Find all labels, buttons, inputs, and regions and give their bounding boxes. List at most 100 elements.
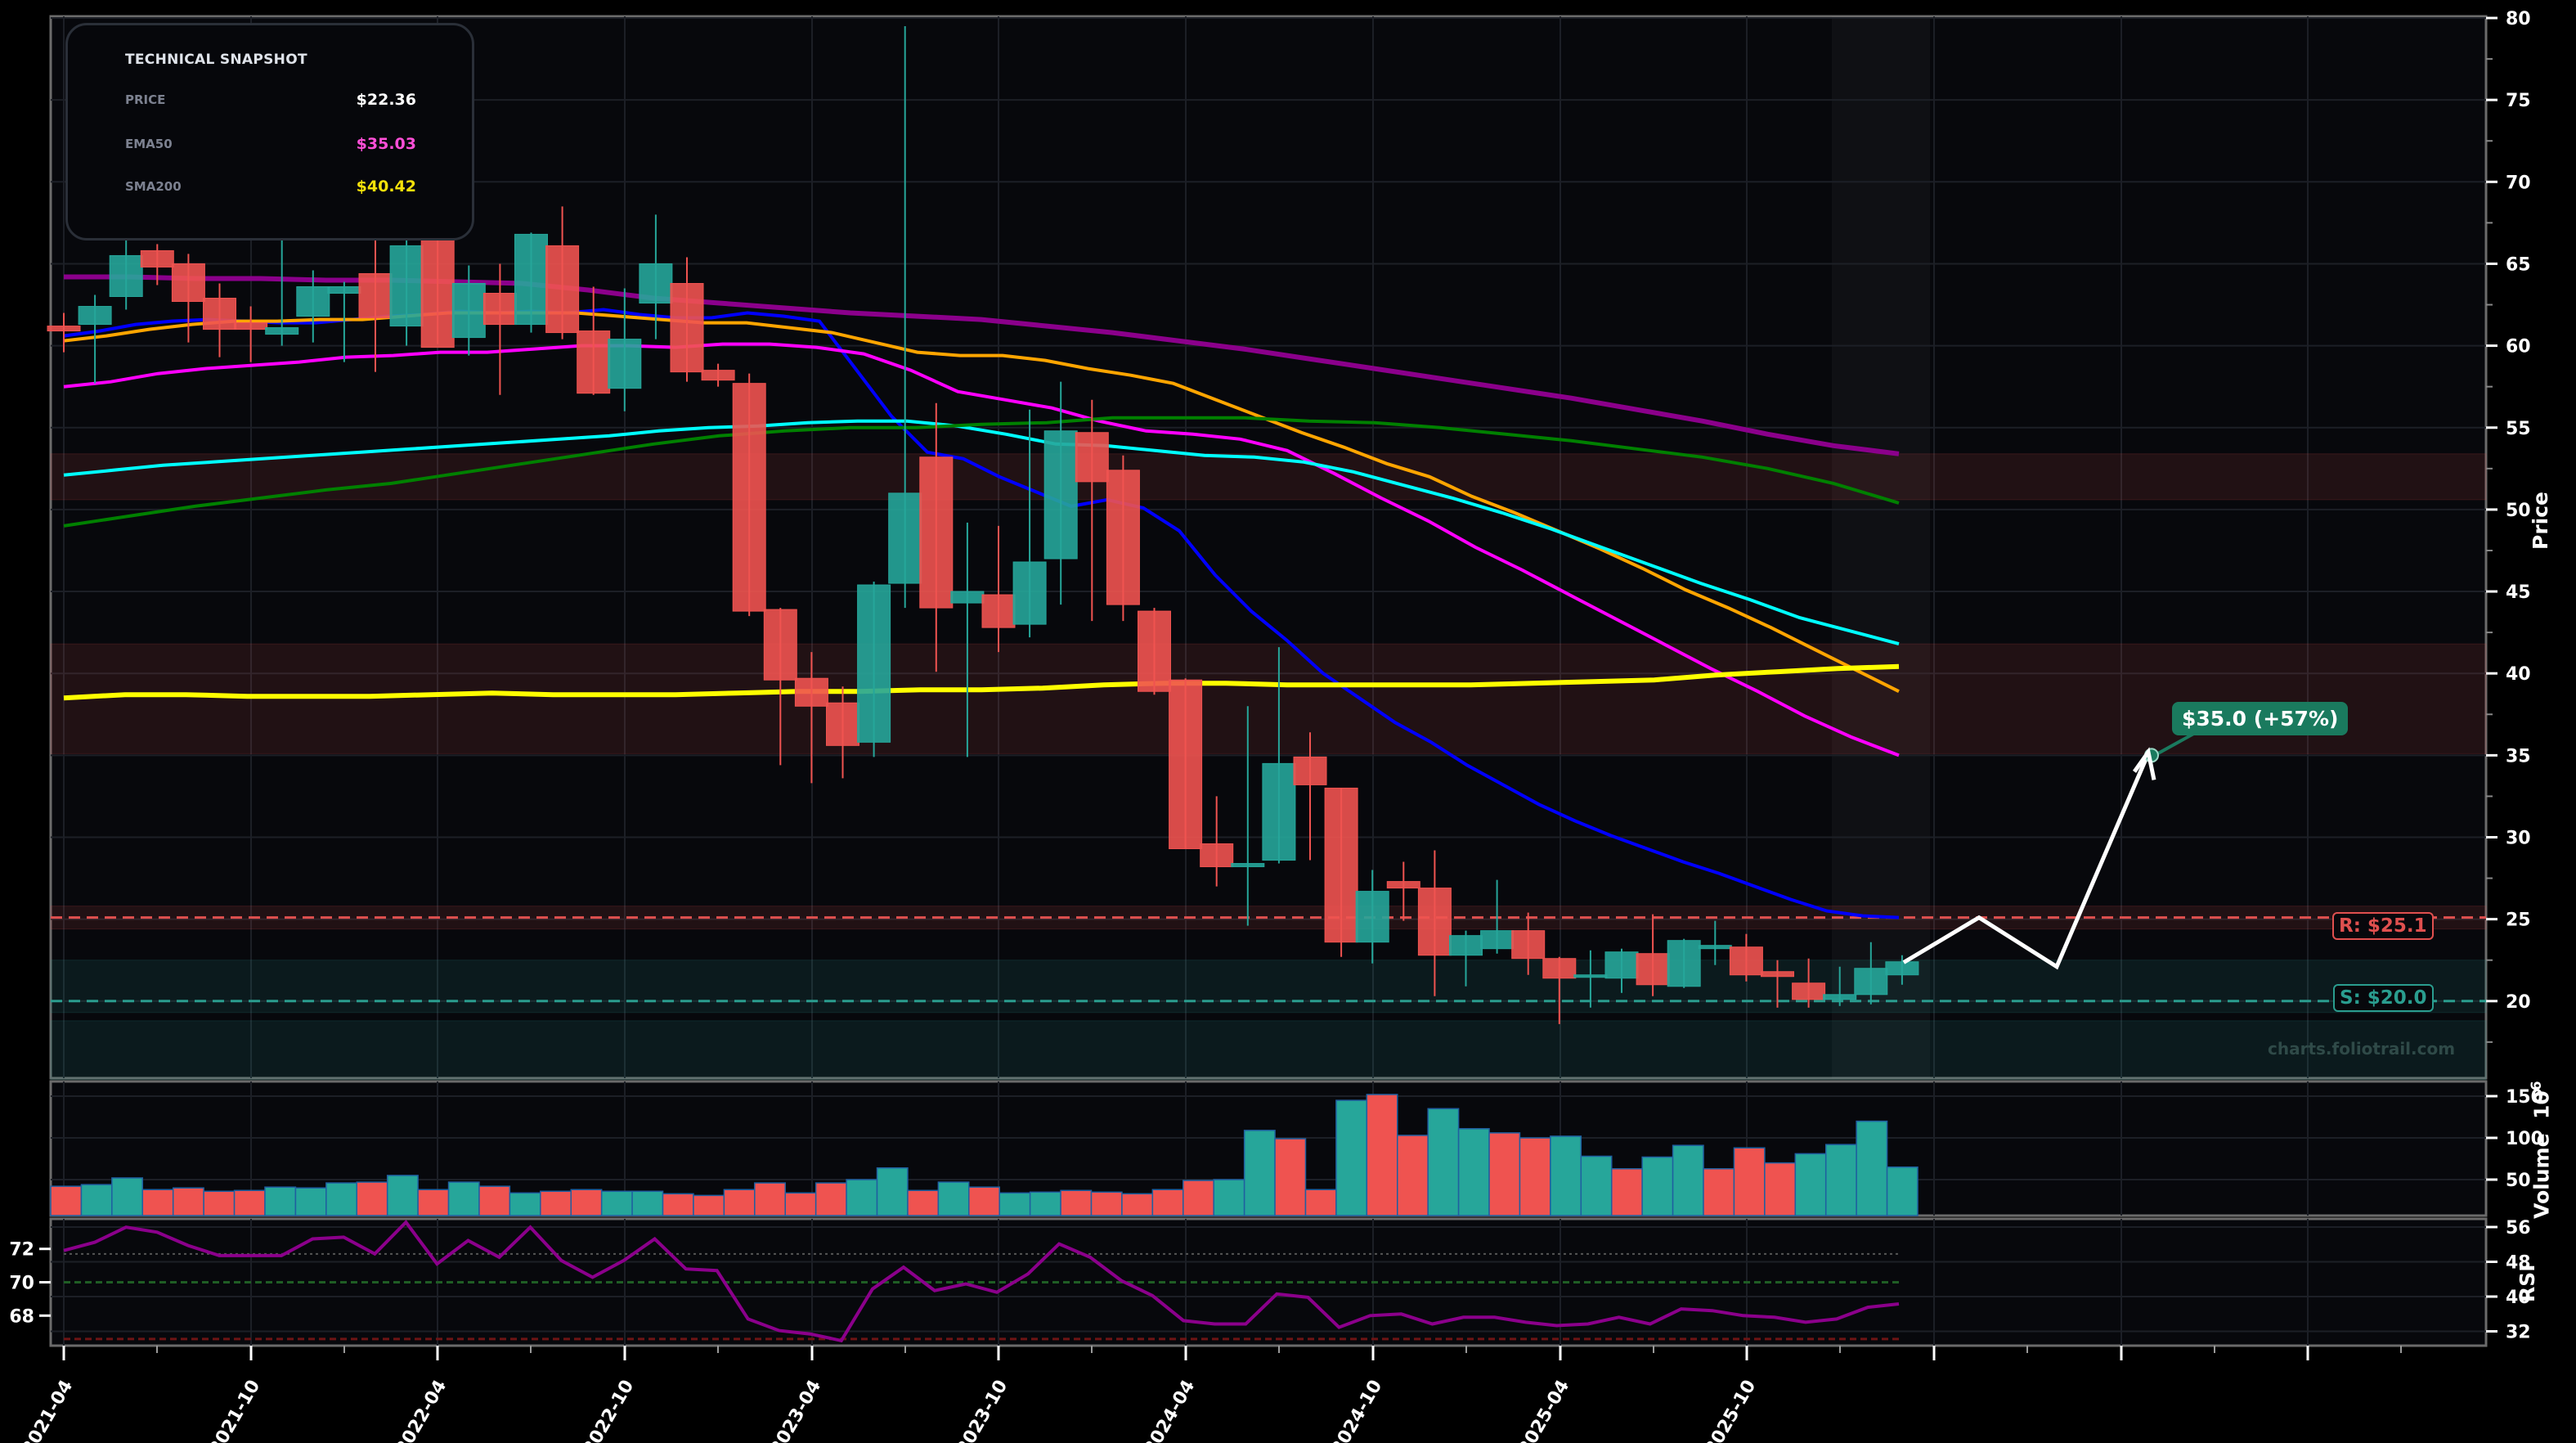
candle-body	[1729, 946, 1763, 976]
candle-body	[919, 456, 954, 609]
snapshot-ema50-label: EMA50	[125, 137, 173, 151]
candle-body	[358, 272, 393, 319]
x-tick-label: 2024-04	[1140, 1377, 1199, 1443]
volume-bar	[1427, 1108, 1460, 1216]
price-tick: 65	[2506, 254, 2531, 275]
x-tick-label: 2022-04	[392, 1377, 451, 1443]
candle-body	[1417, 888, 1452, 956]
volume-bar	[1335, 1099, 1368, 1216]
candle-body	[1012, 561, 1047, 625]
candle-body	[1106, 470, 1140, 605]
x-tick-label: 2021-04	[18, 1377, 77, 1443]
candle-body	[1231, 863, 1265, 868]
volume-bar	[80, 1184, 113, 1216]
volume-bar	[1029, 1191, 1061, 1216]
technical-snapshot-panel: TECHNICAL SNAPSHOT PRICE $22.36 EMA50 $3…	[65, 23, 474, 240]
support-badge: S: $20.0	[2333, 984, 2434, 1012]
candle-body	[171, 263, 205, 303]
volume-bar	[999, 1192, 1031, 1216]
resistance-zone	[50, 453, 2487, 501]
volume-bar	[815, 1182, 847, 1216]
candle-body	[234, 322, 268, 330]
price-tick: 60	[2506, 337, 2531, 357]
candle-body	[140, 249, 174, 267]
candle-body	[1667, 940, 1701, 987]
rsi-axis-label: RSI	[2515, 1264, 2539, 1302]
volume-bar	[723, 1189, 756, 1216]
volume-bar	[1213, 1179, 1245, 1216]
ma-line	[63, 342, 1900, 757]
volume-bar	[264, 1186, 297, 1216]
candle-body	[451, 282, 486, 339]
volume-bar	[1886, 1166, 1919, 1216]
volume-bar	[600, 1190, 633, 1216]
snapshot-price-value: $22.36	[356, 91, 416, 109]
candle-body	[389, 245, 424, 327]
volume-bar	[203, 1190, 236, 1216]
candle-body	[1573, 974, 1608, 978]
volume-bar	[356, 1181, 388, 1216]
volume-bar	[876, 1167, 909, 1216]
x-tick-label: 2022-10	[579, 1377, 638, 1443]
volume-bar	[1397, 1135, 1429, 1216]
volume-bar	[50, 1185, 83, 1216]
snapshot-sma200-label: SMA200	[125, 179, 182, 194]
candle-body	[1604, 951, 1639, 979]
volume-bar	[662, 1193, 694, 1216]
candle-body	[763, 609, 797, 681]
volume-bar	[1733, 1147, 1766, 1216]
volume-bar	[1304, 1189, 1337, 1216]
snapshot-price-label: PRICE	[125, 92, 166, 107]
price-tick: 55	[2506, 419, 2531, 439]
rsi-axis-title: RSI	[2515, 1264, 2539, 1302]
volume-axis-title: Volume 106	[2529, 1081, 2553, 1219]
volume-bar	[1457, 1128, 1490, 1216]
candle-body	[545, 245, 580, 334]
rsi-tick-left: 70	[9, 1274, 34, 1294]
candle-body	[732, 383, 766, 612]
volume-bar	[417, 1189, 450, 1216]
volume-bar	[540, 1190, 572, 1216]
candle-body	[1885, 961, 1919, 976]
candle-body	[670, 282, 704, 373]
volume-bar	[1856, 1120, 1888, 1216]
volume-bar	[141, 1189, 174, 1216]
volume-bar	[478, 1185, 511, 1216]
support-zone	[50, 960, 2487, 1014]
candle-body	[888, 492, 922, 584]
candle-body	[1386, 881, 1420, 889]
volume-bar	[1183, 1180, 1214, 1216]
snapshot-ema50-value: $35.03	[356, 135, 416, 153]
price-tick: 25	[2506, 910, 2531, 931]
candle-body	[1138, 610, 1171, 692]
volume-bar	[233, 1189, 266, 1216]
candle-body	[47, 326, 81, 332]
rsi-tick-right: 40	[2506, 1288, 2531, 1308]
candle-body	[701, 370, 735, 381]
x-tick-label: 2025-10	[1701, 1377, 1760, 1443]
resistance-zone	[50, 643, 2487, 754]
volume-bar	[1121, 1193, 1154, 1216]
candle-body	[1169, 679, 1203, 850]
candle-body	[1043, 430, 1078, 560]
volume-bar	[693, 1194, 725, 1216]
price-axis-title: Price	[2529, 492, 2552, 550]
volume-bar	[907, 1189, 940, 1216]
candle-body	[1480, 930, 1515, 950]
volume-bar	[1488, 1132, 1521, 1216]
price-tick: 50	[2506, 501, 2531, 521]
snapshot-title: TECHNICAL SNAPSHOT	[125, 52, 307, 68]
ma-line	[63, 419, 1900, 646]
ma-line	[63, 416, 1900, 528]
arrow-head-icon	[2132, 747, 2156, 780]
candle-body	[1761, 971, 1794, 978]
volume-bar	[1060, 1189, 1093, 1216]
volume-bar	[1151, 1189, 1184, 1216]
x-tick-label: 2025-04	[1515, 1377, 1573, 1443]
candle-body	[1449, 935, 1483, 956]
candle-body	[950, 591, 985, 604]
x-tick-label: 2024-10	[1327, 1377, 1386, 1443]
volume-bar	[1672, 1144, 1704, 1216]
volume-bar	[1764, 1162, 1797, 1216]
price-tick: 20	[2506, 992, 2531, 1013]
